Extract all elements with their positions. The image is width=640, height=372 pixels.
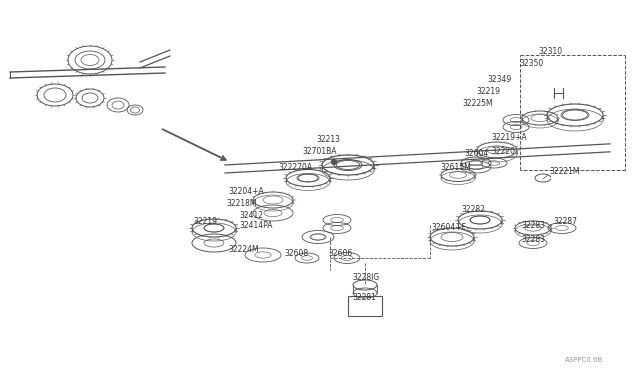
Text: 32287: 32287: [553, 218, 577, 227]
Text: 322270A: 322270A: [278, 164, 312, 173]
Text: A3PPC0.6B: A3PPC0.6B: [565, 357, 604, 363]
Text: 32604: 32604: [464, 150, 488, 158]
Text: 32225M: 32225M: [462, 99, 493, 108]
Text: 32224M: 32224M: [228, 246, 259, 254]
Text: 32213: 32213: [316, 135, 340, 144]
Text: 32283: 32283: [521, 221, 545, 230]
Text: 32310: 32310: [538, 48, 562, 57]
Text: 32283: 32283: [521, 235, 545, 244]
Text: 32219: 32219: [476, 87, 500, 96]
Text: 32220: 32220: [491, 148, 515, 157]
Text: 32604+F: 32604+F: [431, 224, 466, 232]
Text: 32412: 32412: [239, 211, 263, 219]
Text: 32615M: 32615M: [440, 164, 471, 173]
Text: 32606: 32606: [328, 248, 352, 257]
Text: 32204+A: 32204+A: [228, 187, 264, 196]
Text: 32219: 32219: [193, 218, 217, 227]
Text: 32218M: 32218M: [226, 199, 257, 208]
Text: 32221M: 32221M: [549, 167, 579, 176]
Text: 32282: 32282: [461, 205, 485, 215]
Bar: [348, 296, 382, 316]
Text: 32219+A: 32219+A: [491, 134, 527, 142]
Text: 32281: 32281: [352, 294, 376, 302]
Text: 3228IG: 3228IG: [352, 273, 380, 282]
Text: 32701BA: 32701BA: [302, 148, 337, 157]
Text: 32414PA: 32414PA: [239, 221, 273, 231]
Text: 32350: 32350: [519, 60, 543, 68]
Text: 32608: 32608: [284, 248, 308, 257]
Text: 32349: 32349: [487, 76, 511, 84]
Circle shape: [332, 160, 337, 164]
